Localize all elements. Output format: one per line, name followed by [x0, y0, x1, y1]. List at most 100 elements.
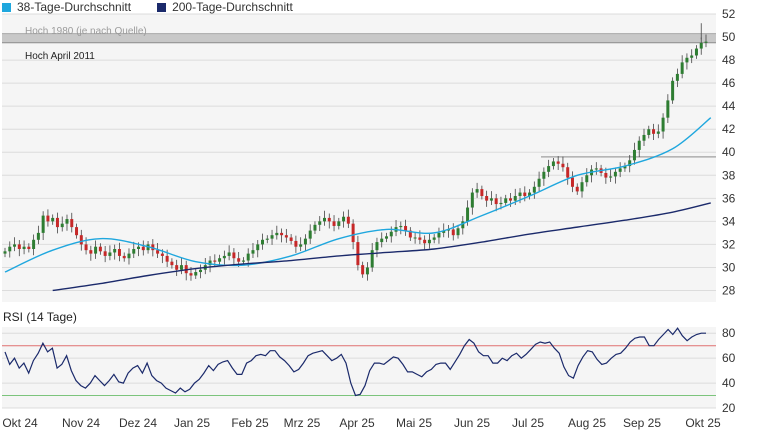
- main-y-tick-label: 32: [722, 237, 736, 251]
- candle-body: [156, 250, 160, 254]
- candle-body: [79, 235, 83, 245]
- candle-body: [351, 223, 355, 243]
- candle-body: [680, 62, 684, 74]
- main-y-tick-label: 52: [722, 7, 736, 21]
- candle-body: [423, 239, 427, 244]
- candle-body: [675, 73, 679, 81]
- rsi-y-tick-label: 60: [722, 351, 736, 365]
- x-tick-label: Jul 25: [512, 416, 544, 430]
- candle-body: [613, 171, 617, 177]
- candle-body: [637, 140, 641, 150]
- candle-body: [647, 129, 651, 135]
- candle-body: [237, 258, 241, 262]
- candle-body: [528, 192, 532, 197]
- candle-body: [261, 239, 265, 245]
- main-y-tick-label: 40: [722, 145, 736, 159]
- candle-body: [289, 237, 293, 241]
- chart-legend: 38-Tage-Durchschnitt 200-Tage-Durchschni…: [2, 0, 319, 14]
- candle-body: [218, 258, 222, 262]
- x-tick-label: Okt 25: [685, 416, 721, 430]
- candle-body: [694, 48, 698, 56]
- candle-body: [399, 225, 403, 228]
- high-1980-band: [2, 33, 716, 43]
- legend-item-38-day[interactable]: 38-Tage-Durchschnitt: [2, 0, 131, 14]
- candle-body: [556, 161, 560, 164]
- candle-body: [456, 228, 460, 236]
- candle-body: [346, 216, 350, 224]
- candle-body: [170, 261, 174, 266]
- candle-body: [604, 172, 608, 178]
- candle-body: [361, 265, 365, 275]
- candle-body: [547, 166, 551, 172]
- candle-body: [117, 249, 121, 256]
- candle-body: [60, 223, 64, 228]
- legend-label-38-day: 38-Tage-Durchschnitt: [17, 0, 132, 14]
- candle-body: [609, 176, 613, 178]
- candle-body: [318, 221, 322, 225]
- candle-body: [270, 235, 274, 239]
- candle-body: [175, 265, 179, 270]
- legend-label-200-day: 200-Tage-Durchschnitt: [172, 0, 293, 14]
- candle-body: [518, 192, 522, 197]
- legend-item-200-day[interactable]: 200-Tage-Durchschnitt: [157, 0, 293, 14]
- candle-body: [652, 129, 656, 134]
- candle-body: [256, 244, 260, 251]
- candle-body: [208, 260, 212, 266]
- candle-body: [160, 253, 164, 256]
- candle-body: [489, 198, 493, 201]
- candle-body: [356, 242, 360, 266]
- candle-body: [213, 260, 217, 262]
- candle-body: [485, 196, 489, 201]
- high-1980-label: Hoch 1980 (je nach Quelle): [25, 26, 147, 37]
- x-tick-label: Mrz 25: [284, 416, 321, 430]
- candle-body: [122, 255, 126, 259]
- candle-body: [84, 244, 88, 251]
- candle-body: [404, 225, 408, 231]
- ma200-line: [52, 202, 711, 292]
- candle-body: [699, 42, 703, 49]
- candle-body: [508, 198, 512, 201]
- candle-body: [132, 249, 136, 254]
- candle-body: [284, 235, 288, 238]
- candle-body: [141, 246, 145, 251]
- candle-body: [446, 229, 450, 231]
- candle-body: [656, 131, 660, 134]
- candle-body: [623, 166, 627, 169]
- candle-body: [51, 217, 55, 222]
- candle-body: [561, 163, 565, 168]
- candle-body: [232, 252, 236, 259]
- main-y-tick-label: 38: [722, 168, 736, 182]
- candle-body: [480, 189, 484, 197]
- candle-body: [418, 237, 422, 240]
- candle-body: [451, 229, 455, 236]
- candle-body: [532, 186, 536, 193]
- x-tick-label: Sep 25: [623, 416, 661, 430]
- x-tick-label: Feb 25: [231, 416, 269, 430]
- x-tick-label: Jun 25: [454, 416, 490, 430]
- candle-body: [337, 221, 341, 226]
- candle-body: [8, 246, 12, 252]
- candle-body: [494, 198, 498, 205]
- x-tick-label: Aug 25: [568, 416, 606, 430]
- candle-body: [241, 260, 245, 262]
- candle-body: [704, 41, 708, 43]
- candle-body: [199, 269, 203, 273]
- candle-body: [251, 250, 255, 254]
- ma38-line: [4, 117, 712, 273]
- candle-body: [22, 246, 26, 250]
- candle-body: [475, 189, 479, 193]
- candle-body: [280, 232, 284, 236]
- candle-body: [575, 186, 579, 192]
- main-y-tick-label: 30: [722, 260, 736, 274]
- candle-body: [75, 227, 79, 236]
- candle-body: [566, 167, 570, 178]
- rsi-panel-title: RSI (14 Tage): [3, 310, 77, 324]
- candle-body: [365, 267, 369, 275]
- candle-body: [542, 171, 546, 179]
- candle-body: [332, 221, 336, 226]
- x-tick-label: Nov 24: [62, 416, 100, 430]
- candle-body: [585, 175, 589, 183]
- candle-body: [432, 237, 436, 240]
- candle-body: [327, 217, 331, 222]
